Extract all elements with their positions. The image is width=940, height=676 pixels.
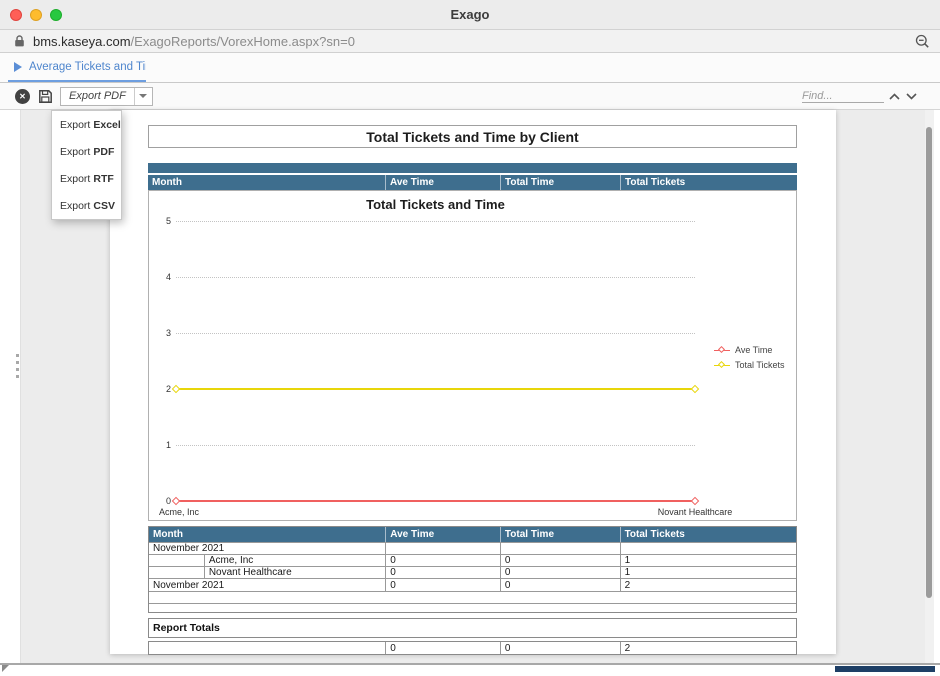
url-path: /ExagoReports/VorexHome.aspx?sn=0 — [130, 33, 355, 49]
chart: Total Tickets and Time 5 4 3 2 1 0 Acme,… — [148, 190, 797, 521]
window-titlebar: Exago — [0, 0, 940, 30]
report-totals-values-row: 0 0 2 — [148, 641, 797, 655]
menu-item-export-csv[interactable]: Export CSV — [60, 199, 115, 212]
report-table: Month Ave Time Total Time Total Tickets … — [148, 526, 797, 613]
window-title: Exago — [450, 7, 490, 22]
save-icon[interactable] — [38, 89, 53, 104]
y-tick: 1 — [165, 440, 171, 450]
cursor-artifact — [2, 665, 9, 672]
report-title: Total Tickets and Time by Client — [366, 128, 579, 145]
window-bottom-border — [0, 663, 940, 665]
legend-item-ave-time: Ave Time — [714, 345, 785, 355]
data-point-marker — [171, 496, 181, 506]
y-tick: 4 — [165, 272, 171, 282]
lock-icon[interactable] — [14, 34, 25, 48]
chart-title: Total Tickets and Time — [366, 197, 505, 212]
header-band — [148, 163, 797, 173]
x-category-label: Novant Healthcare — [657, 507, 733, 517]
report-title-box: Total Tickets and Time by Client — [148, 125, 797, 148]
viewer-canvas: Total Tickets and Time by Client Month A… — [0, 110, 940, 663]
table-row: November 2021 — [149, 542, 796, 554]
url-text[interactable]: bms.kaseya.com/ExagoReports/VorexHome.as… — [33, 34, 355, 49]
url-domain: bms.kaseya.com — [33, 33, 131, 49]
find-input[interactable] — [802, 89, 884, 103]
table-header-row: Month Ave Time Total Time Total Tickets — [149, 527, 796, 542]
data-point-marker — [171, 384, 181, 394]
y-tick: 3 — [165, 328, 171, 338]
table-row: November 2021 0 0 2 — [149, 578, 796, 591]
data-point-marker — [690, 496, 700, 506]
menu-item-export-rtf[interactable]: Export RTF — [60, 172, 114, 185]
right-edge-strip — [934, 110, 940, 663]
find-previous-icon[interactable] — [888, 92, 901, 101]
data-point-marker — [690, 384, 700, 394]
table-row: Novant Healthcare 0 0 1 — [149, 566, 796, 578]
x-category-label: Acme, Inc — [159, 507, 200, 517]
y-tick: 0 — [165, 496, 171, 506]
report-tab-bar: Average Tickets and Tim... ? — [0, 53, 940, 133]
panel-splitter-handle[interactable] — [14, 354, 21, 378]
browser-address-bar: bms.kaseya.com/ExagoReports/VorexHome.as… — [0, 30, 940, 53]
empty-row — [149, 591, 796, 603]
column-header-total-time: Total Time — [500, 175, 620, 190]
column-header-month: Month — [152, 177, 182, 188]
find-next-icon[interactable] — [905, 92, 918, 101]
column-header-total-tickets: Total Tickets — [620, 175, 797, 190]
column-header-ave-time: Ave Time — [385, 175, 500, 190]
empty-row — [149, 603, 796, 612]
window-bottom-strip — [0, 665, 940, 676]
gridline — [176, 333, 695, 334]
table-row: Acme, Inc 0 0 1 — [149, 554, 796, 566]
zoom-window-button[interactable] — [50, 8, 62, 21]
series-line-total-tickets — [176, 388, 695, 390]
report-page: Total Tickets and Time by Client Month A… — [110, 110, 836, 655]
menu-item-export-pdf[interactable]: Export PDF — [60, 145, 115, 158]
report-totals-row: Report Totals — [148, 618, 797, 638]
collapsed-panel-strip — [0, 110, 21, 663]
scrollbar-thumb[interactable] — [926, 127, 932, 598]
report-header-row: Month Ave Time Total Time Total Tickets — [148, 175, 797, 190]
export-button-label: Export PDF — [69, 90, 126, 102]
series-line-ave-time — [176, 500, 695, 502]
close-window-button[interactable] — [10, 8, 22, 21]
dropdown-arrow-icon[interactable] — [133, 87, 152, 105]
play-icon — [14, 61, 22, 72]
zoom-out-icon[interactable] — [915, 34, 930, 49]
chart-legend: Ave Time Total Tickets — [714, 345, 785, 370]
vertical-scrollbar[interactable] — [925, 110, 934, 663]
tab-label: Average Tickets and Tim... — [29, 60, 146, 73]
menu-item-export-excel[interactable]: Export Excel — [60, 118, 121, 131]
minimize-window-button[interactable] — [30, 8, 42, 21]
gridline — [176, 277, 695, 278]
close-report-icon[interactable]: ✕ — [15, 88, 30, 104]
bottom-right-artifact — [835, 666, 935, 672]
gridline — [176, 221, 695, 222]
gridline — [176, 445, 695, 446]
legend-item-total-tickets: Total Tickets — [714, 360, 785, 370]
y-tick: 2 — [165, 384, 171, 394]
y-tick: 5 — [165, 216, 171, 226]
export-menu: Export Excel Export PDF Export RTF Expor… — [51, 110, 122, 220]
export-dropdown-button[interactable]: Export PDF — [60, 86, 153, 106]
report-totals-label: Report Totals — [153, 622, 220, 634]
viewer-toolbar: ✕ Export PDF — [0, 83, 940, 110]
tab-average-tickets-and-time[interactable]: Average Tickets and Tim... — [8, 53, 146, 82]
